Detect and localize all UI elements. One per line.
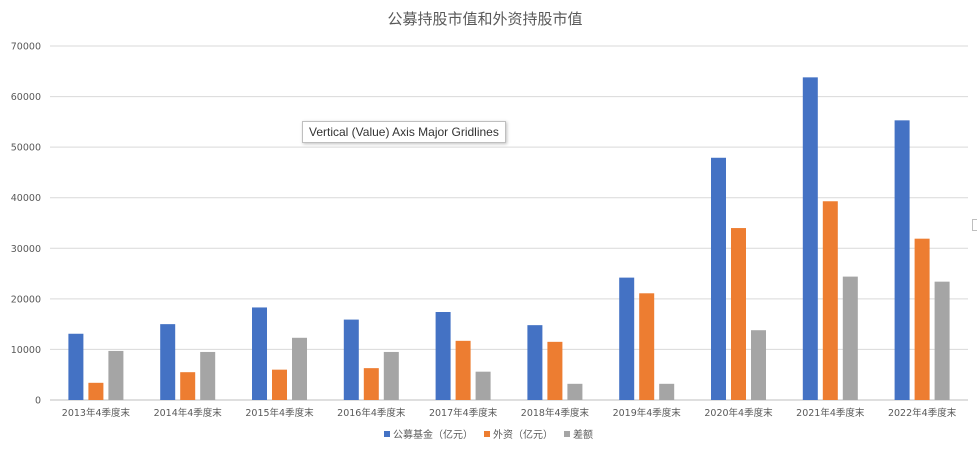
bar-1-8[interactable]	[711, 157, 726, 400]
x-tick-label: 2013年4季度末	[62, 407, 131, 419]
x-axis: 2013年4季度末 2014年4季度末 2015年4季度末 2016年4季度末 2017…	[62, 407, 957, 419]
bar-1-10[interactable]	[894, 120, 910, 400]
x-tick-label: 2022年4季度末	[888, 407, 957, 419]
bar-1-7[interactable]	[619, 277, 635, 400]
bar-2-2[interactable]	[180, 372, 196, 400]
x-tick-label: 2018年4季度末	[521, 407, 590, 419]
gridlines[interactable]	[50, 45, 968, 401]
bar-1-1[interactable]	[68, 333, 84, 400]
legend-label: 公募基金（亿元）	[393, 428, 473, 441]
bar-3-4[interactable]	[383, 351, 399, 400]
x-tick-label: 2017年4季度末	[429, 407, 498, 419]
y-tick-label: 0	[35, 396, 41, 407]
bar-3-10[interactable]	[934, 281, 950, 400]
bar-2-5[interactable]	[455, 340, 471, 400]
bar-1-5[interactable]	[435, 312, 451, 400]
legend-swatch	[564, 431, 570, 437]
x-tick-label: 2016年4季度末	[337, 407, 406, 419]
legend-label: 差额	[573, 428, 593, 441]
bar-3-1[interactable]	[108, 350, 124, 400]
bar-2-9[interactable]	[822, 201, 838, 400]
bar-3-5[interactable]	[475, 371, 491, 400]
bar-2-6[interactable]	[547, 341, 563, 400]
bar-2-8[interactable]	[731, 228, 746, 400]
bar-3-8[interactable]	[751, 330, 766, 400]
bar-1-3[interactable]	[252, 307, 267, 400]
legend-item[interactable]: 差额	[564, 428, 593, 441]
x-tick-label: 2014年4季度末	[154, 407, 223, 419]
bar-1-9[interactable]	[802, 77, 818, 401]
bar-3-7[interactable]	[659, 383, 675, 400]
legend: 公募基金（亿元） 外资（亿元） 差额	[384, 428, 593, 441]
bar-3-3[interactable]	[292, 337, 307, 400]
chart-title: 公募持股市值和外资持股市值	[387, 10, 582, 28]
y-tick-label: 60000	[11, 92, 41, 103]
y-tick-label: 20000	[11, 294, 41, 305]
bar-2-10[interactable]	[914, 238, 930, 400]
y-tick-label: 10000	[11, 345, 41, 356]
legend-swatch	[484, 431, 490, 437]
bar-3-6[interactable]	[567, 383, 583, 400]
y-tick-label: 70000	[11, 42, 41, 53]
bar-2-7[interactable]	[639, 293, 655, 400]
tooltip: Vertical (Value) Axis Major Gridlines	[302, 121, 506, 143]
legend-label: 外资（亿元）	[493, 428, 553, 441]
bar-2-1[interactable]	[88, 382, 104, 400]
bar-1-6[interactable]	[527, 325, 543, 400]
legend-swatch	[384, 431, 390, 437]
y-tick-label: 30000	[11, 244, 41, 255]
resize-handle[interactable]	[972, 219, 977, 231]
bar-1-4[interactable]	[343, 319, 359, 400]
x-tick-label: 2020年4季度末	[704, 407, 773, 419]
x-tick-label: 2021年4季度末	[796, 407, 865, 419]
bar-2-4[interactable]	[363, 368, 379, 400]
y-tick-label: 40000	[11, 193, 41, 204]
bar-2-3[interactable]	[272, 369, 287, 400]
bar-3-9[interactable]	[842, 276, 858, 400]
legend-item[interactable]: 外资（亿元）	[484, 428, 553, 441]
x-tick-label: 2015年4季度末	[245, 407, 314, 419]
y-axis: 0 10000 20000 30000 40000 50000 60000 70000	[11, 42, 41, 407]
bars	[68, 77, 950, 401]
y-tick-label: 50000	[11, 143, 41, 154]
legend-item[interactable]: 公募基金（亿元）	[384, 428, 473, 441]
bar-3-2[interactable]	[200, 351, 216, 400]
x-tick-label: 2019年4季度末	[613, 407, 682, 419]
bar-1-2[interactable]	[160, 324, 176, 400]
